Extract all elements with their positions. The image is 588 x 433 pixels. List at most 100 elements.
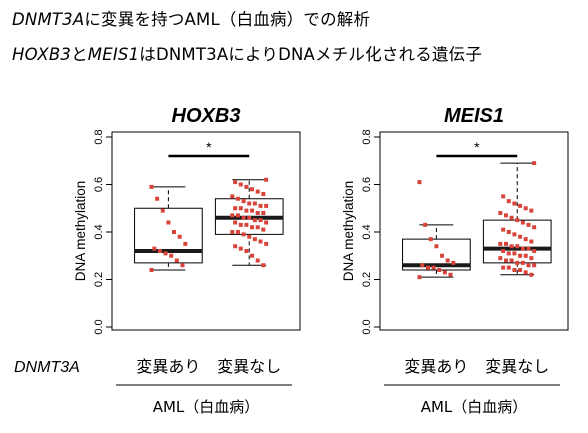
data-point	[258, 203, 263, 208]
group-label: AML（白血病）	[421, 398, 528, 416]
data-point	[244, 208, 249, 213]
data-point	[498, 241, 503, 246]
data-point	[233, 244, 238, 249]
boxplot-panel-hoxb3: HOXB3 0.0 0.2 0.4 0.6 0.8 DNA methylation * 変異あり…	[73, 105, 301, 416]
data-point	[233, 180, 238, 185]
y-tick-label: 0.0	[361, 319, 373, 334]
data-point	[520, 260, 525, 265]
data-point	[448, 272, 453, 277]
category-label: 変異なし	[217, 357, 281, 376]
data-point	[417, 180, 422, 185]
data-point	[261, 263, 266, 268]
data-point	[180, 263, 185, 268]
data-point	[526, 246, 531, 251]
data-point	[532, 225, 537, 230]
data-point	[518, 268, 523, 272]
box-iqr	[482, 219, 552, 264]
data-point	[526, 263, 531, 268]
data-point	[523, 206, 528, 211]
data-point	[250, 225, 255, 230]
headline-gene-hoxb3: HOXB3	[12, 45, 72, 64]
data-point	[235, 230, 240, 234]
box-wildtype	[482, 161, 552, 277]
data-point	[261, 192, 266, 196]
data-point	[509, 215, 514, 220]
panel-title: HOXB3	[172, 105, 241, 127]
data-point	[255, 189, 260, 194]
data-point	[451, 260, 456, 265]
data-point	[261, 227, 266, 232]
data-point	[241, 232, 246, 237]
data-point	[445, 258, 450, 263]
headline-gene-dnmt3a: DNMT3A	[12, 10, 85, 29]
data-point	[230, 230, 235, 234]
data-point	[149, 268, 154, 272]
data-point	[523, 270, 528, 275]
category-label: 変異あり	[404, 357, 468, 376]
data-point	[264, 220, 269, 225]
data-point	[532, 263, 537, 268]
plot-frame	[379, 131, 569, 331]
row-label-dnmt3a: DNMT3A	[14, 359, 80, 376]
data-point	[252, 237, 257, 242]
data-point	[258, 218, 263, 223]
category-label: 変異あり	[136, 357, 200, 376]
plot-frame	[111, 131, 301, 331]
data-point	[177, 234, 182, 239]
data-point	[431, 265, 436, 270]
data-point	[523, 253, 528, 258]
data-point	[518, 253, 523, 258]
data-point	[442, 270, 447, 275]
data-point	[261, 211, 266, 215]
data-point	[247, 234, 252, 239]
data-point	[250, 187, 255, 192]
data-point	[241, 199, 246, 204]
y-tick-label: 0.8	[361, 129, 373, 144]
data-point	[512, 251, 517, 256]
data-point	[420, 263, 425, 268]
box-mutant	[134, 184, 203, 272]
data-point	[233, 220, 238, 225]
data-point	[501, 249, 506, 253]
boxplot-panel-meis1: MEIS1 0.0 0.2 0.4 0.6 0.8 DNA methylation * 変異あり…	[341, 105, 569, 416]
data-point	[238, 222, 243, 227]
data-point	[250, 208, 255, 213]
y-tick-label: 0.8	[93, 129, 105, 144]
data-point	[166, 220, 171, 225]
data-point	[423, 222, 428, 227]
y-tick-label: 0.4	[361, 224, 373, 239]
data-point	[498, 211, 503, 215]
data-point	[512, 232, 517, 237]
data-point	[247, 215, 252, 220]
data-point	[523, 237, 528, 242]
data-point	[509, 258, 514, 263]
data-point	[255, 225, 260, 230]
category-label: 変異なし	[485, 357, 549, 376]
data-point	[512, 268, 517, 272]
data-point	[252, 201, 257, 206]
data-point	[172, 230, 177, 234]
data-point	[417, 275, 422, 280]
data-point	[503, 213, 508, 218]
data-point	[515, 260, 520, 265]
headline-line-2-text: はDNMT3AによりDNAメチル化される遺伝子	[139, 45, 483, 64]
data-point	[230, 213, 235, 218]
data-point	[515, 244, 520, 249]
data-point	[501, 227, 506, 232]
data-point	[264, 241, 269, 246]
data-point	[506, 199, 511, 204]
data-point	[230, 194, 235, 199]
data-point	[244, 249, 249, 253]
data-point	[503, 258, 508, 263]
data-point	[247, 201, 252, 206]
data-point	[183, 241, 188, 246]
significance-star: *	[206, 139, 212, 155]
data-point	[258, 239, 263, 244]
data-point	[526, 222, 531, 227]
data-point	[506, 251, 511, 256]
panel-title: MEIS1	[444, 105, 504, 127]
data-point	[434, 244, 439, 249]
headline-line-1: DNMT3Aに変異を持つAML（白血病）での解析	[12, 6, 370, 30]
data-point	[250, 253, 255, 258]
